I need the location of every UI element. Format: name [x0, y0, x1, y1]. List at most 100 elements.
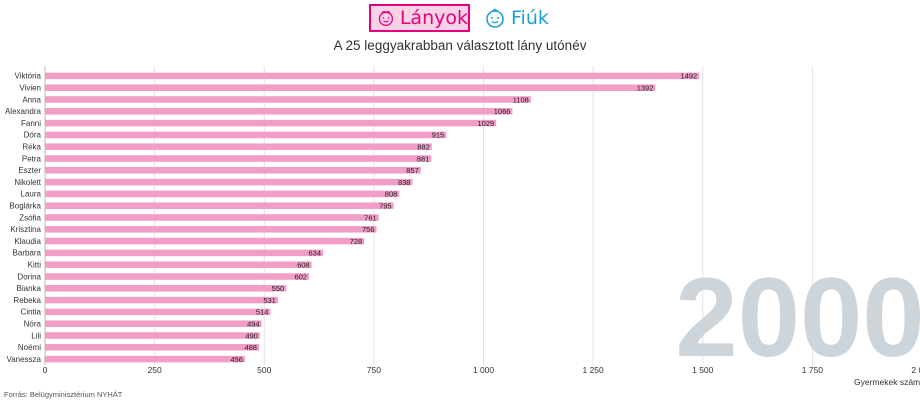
source-note: Forrás: Belügyminisztérium NYHÁT	[4, 390, 123, 399]
value-label: 1066	[494, 107, 511, 116]
category-label: Lili	[31, 331, 41, 340]
bar	[45, 84, 656, 91]
value-label: 761	[364, 213, 377, 222]
category-label: Barbara	[13, 249, 42, 258]
category-label: Klaudia	[14, 237, 41, 246]
tab-girls-label: Lányok	[399, 7, 468, 29]
x-tick-label: 1 750	[802, 365, 824, 375]
value-label: 756	[362, 225, 375, 234]
x-tick-label: 750	[367, 365, 381, 375]
bar	[45, 344, 259, 351]
bar	[45, 202, 394, 209]
bar	[45, 308, 271, 316]
bar	[45, 72, 700, 80]
value-label: 881	[417, 154, 430, 163]
category-label: Rebeka	[13, 296, 41, 305]
category-label: Vanessza	[6, 355, 41, 364]
category-label: Viktória	[14, 72, 41, 81]
tab-girls[interactable]: Lányok	[369, 4, 470, 32]
chart-title: A 25 leggyakrabban választott lány utóné…	[333, 38, 587, 53]
x-axis-label: Gyermekek száma	[854, 377, 920, 387]
bar	[45, 167, 421, 174]
category-labels: Viktória Vivien Anna Alexandra Fanni Dóra Réka…	[5, 72, 42, 364]
bar	[45, 155, 432, 162]
value-label: 882	[417, 143, 430, 152]
category-label: Vivien	[19, 84, 41, 93]
value-label: 795	[379, 202, 392, 211]
year-watermark: 2000	[675, 255, 920, 380]
value-label: 602	[294, 272, 307, 281]
bar	[45, 190, 400, 198]
bar	[45, 332, 260, 339]
category-label: Kitti	[28, 261, 42, 270]
bar	[45, 131, 447, 139]
value-label: 494	[247, 320, 260, 329]
x-axis-ticks: 0 250 500 750 1 000 1 250 1 500 1 750 2 000	[43, 365, 920, 375]
bar	[45, 143, 432, 150]
bar	[45, 226, 377, 233]
category-label: Dorina	[17, 272, 41, 281]
category-label: Anna	[22, 95, 41, 104]
x-tick-label: 250	[148, 365, 162, 375]
value-label: 456	[230, 355, 243, 364]
category-label: Petra	[22, 154, 42, 163]
x-tick-label: 1 500	[692, 365, 714, 375]
category-label: Dóra	[24, 131, 42, 140]
bar	[45, 320, 262, 327]
category-label: Nóra	[24, 320, 42, 329]
value-label: 808	[385, 190, 398, 199]
bar	[45, 261, 312, 268]
bar	[45, 285, 287, 292]
bar	[45, 273, 309, 280]
category-label: Boglárka	[9, 202, 41, 211]
category-label: Eszter	[18, 166, 41, 175]
bar	[45, 178, 413, 186]
category-label: Alexandra	[5, 107, 42, 116]
category-label: Réka	[22, 143, 41, 152]
value-label: 857	[406, 166, 419, 175]
gender-tabs: Lányok Fiúk	[0, 4, 920, 34]
tab-boys-label: Fiúk	[511, 7, 549, 29]
category-label: Noémi	[18, 343, 41, 352]
bars	[45, 72, 700, 363]
bar	[45, 237, 365, 245]
tab-boys[interactable]: Fiúk	[480, 4, 550, 32]
girl-face-icon	[378, 11, 394, 26]
category-label: Bianka	[17, 284, 42, 293]
bar	[45, 96, 531, 103]
category-label: Zsófia	[19, 213, 41, 222]
bar	[45, 119, 497, 127]
value-label: 1108	[513, 95, 529, 104]
value-label: 1492	[681, 72, 698, 81]
category-label: Laura	[21, 190, 42, 199]
x-tick-label: 1 000	[473, 365, 495, 375]
bar	[45, 214, 379, 221]
value-label: 608	[297, 261, 310, 270]
bar	[45, 355, 245, 363]
value-label: 550	[272, 284, 285, 293]
value-label: 531	[263, 296, 276, 305]
value-label: 838	[398, 178, 411, 187]
category-label: Krisztina	[10, 225, 41, 234]
x-tick-label: 500	[257, 365, 271, 375]
bar	[45, 108, 513, 115]
category-label: Nikolett	[14, 178, 41, 187]
value-label: 728	[350, 237, 363, 246]
bar	[45, 249, 324, 257]
value-label: 514	[256, 308, 269, 317]
boy-face-icon	[486, 8, 504, 28]
value-label: 490	[245, 331, 258, 340]
value-label: 1392	[637, 84, 654, 93]
value-label: 634	[308, 249, 321, 258]
bar	[45, 296, 278, 304]
category-label: Cintia	[21, 308, 42, 317]
x-tick-label: 2 000	[911, 365, 920, 375]
category-label: Fanni	[21, 119, 41, 128]
value-label: 1029	[478, 119, 495, 128]
x-tick-label: 0	[43, 365, 48, 375]
x-tick-label: 1 250	[582, 365, 604, 375]
value-label: 488	[244, 343, 257, 352]
value-label: 915	[432, 131, 445, 140]
